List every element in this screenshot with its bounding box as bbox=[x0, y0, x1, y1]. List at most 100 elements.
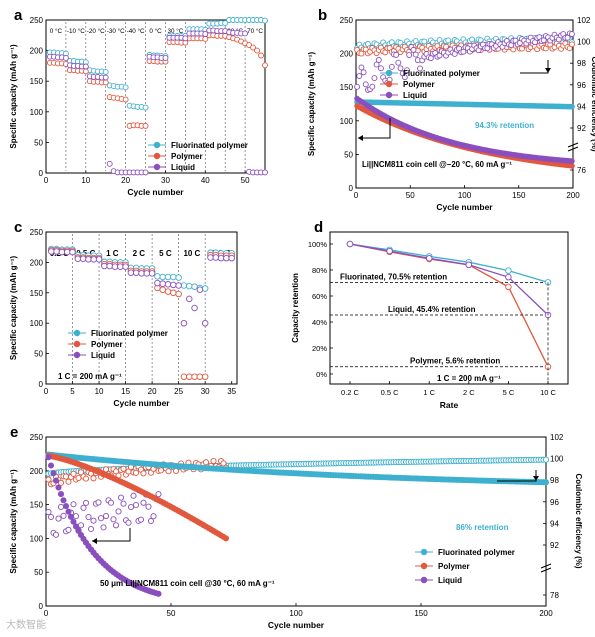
data-point-a bbox=[102, 79, 109, 86]
x-tick-label-b: 150 bbox=[512, 191, 526, 200]
ce-point-e bbox=[90, 475, 97, 482]
y2-axis-label-e: Coulombic efficiency (%) bbox=[574, 473, 583, 568]
legend-marker-e bbox=[420, 548, 428, 556]
arrow-left-e bbox=[92, 528, 131, 542]
data-point-c bbox=[58, 248, 66, 256]
ce-point-e bbox=[62, 473, 70, 480]
y-tick-label-e: 150 bbox=[30, 501, 44, 510]
y-tick-label-a: 100 bbox=[30, 108, 44, 117]
data-point-a bbox=[142, 122, 149, 129]
ce-point-b bbox=[406, 52, 413, 59]
data-point-c bbox=[90, 256, 97, 263]
data-point-a bbox=[102, 69, 109, 75]
ce-point-e bbox=[120, 465, 127, 472]
data-point-c bbox=[175, 274, 182, 281]
y-tick-label-d: 40% bbox=[312, 318, 327, 327]
ce-point-b bbox=[371, 75, 378, 82]
legend-marker-c bbox=[73, 340, 81, 348]
data-point-c bbox=[196, 373, 204, 380]
legend-marker-a bbox=[153, 141, 161, 149]
x-tick-label-d: 5 C bbox=[503, 388, 515, 397]
data-point-a bbox=[122, 84, 129, 91]
ce-point-b bbox=[354, 83, 361, 90]
data-point-c bbox=[159, 286, 166, 294]
data-point-c bbox=[191, 373, 198, 380]
data-point-c bbox=[69, 248, 76, 256]
y2-tick-label-b: 98 bbox=[577, 59, 586, 68]
ce-point-e bbox=[157, 467, 165, 474]
legend-label-e: Polymer bbox=[438, 562, 470, 571]
y-axis-label-c: Specific capacity (mAh g⁻¹) bbox=[9, 256, 18, 361]
data-point-c bbox=[207, 254, 214, 261]
data-point-c bbox=[95, 256, 103, 263]
series-line-d bbox=[349, 243, 549, 316]
ce-point-b bbox=[568, 31, 575, 38]
y2-tick-label-e: 78 bbox=[550, 591, 559, 600]
data-point-c bbox=[196, 286, 204, 294]
rate-label-c: 1 C bbox=[106, 249, 119, 258]
legend-marker-c bbox=[73, 351, 81, 359]
y-tick-label-b: 250 bbox=[340, 16, 354, 25]
ce-point-b bbox=[373, 61, 380, 68]
rate-annotation-c: 1 C = 200 mA g⁻¹ bbox=[58, 372, 122, 381]
data-point-a bbox=[142, 169, 149, 176]
ce-point-e bbox=[210, 457, 217, 465]
ce-point-b bbox=[393, 51, 400, 58]
y-axis-label-b: Specific capacity (mAh g⁻¹) bbox=[307, 52, 316, 157]
capacity-point-e bbox=[60, 497, 67, 504]
ce-point-e bbox=[137, 516, 145, 523]
x-tick-label-d: 0.5 C bbox=[381, 388, 400, 397]
data-point-a bbox=[222, 20, 229, 27]
axis-break-e bbox=[540, 567, 552, 573]
legend-marker-e bbox=[420, 576, 428, 584]
rate-label-c: 5 C bbox=[159, 249, 172, 258]
y-axis-label-e: Specific capacity (mAh g⁻¹) bbox=[9, 469, 18, 574]
data-point-d bbox=[505, 273, 512, 281]
x-tick-label-b: 200 bbox=[566, 191, 580, 200]
ce-point-e bbox=[107, 499, 115, 506]
rate-label-c: 2 C bbox=[133, 249, 146, 258]
data-point-a bbox=[62, 54, 69, 61]
legend-label-b: Liquid bbox=[403, 91, 427, 100]
retention-annotation-e: 86% retention bbox=[456, 523, 509, 532]
plot-frame-c bbox=[45, 231, 238, 385]
x-tick-label-e: 150 bbox=[414, 609, 428, 618]
y2-tick-label-e: 94 bbox=[550, 519, 559, 528]
y-axis-label-d: Capacity retention bbox=[291, 273, 300, 343]
ce-point-e bbox=[202, 459, 210, 466]
arrow-head-b bbox=[545, 68, 551, 73]
data-point-a bbox=[262, 62, 268, 69]
y-tick-label-d: 60% bbox=[312, 292, 327, 301]
data-point-c bbox=[185, 295, 193, 303]
ce-point-e bbox=[45, 476, 52, 483]
y-tick-label-d: 20% bbox=[312, 344, 327, 353]
y-tick-label-d: 80% bbox=[312, 266, 327, 275]
data-point-c bbox=[180, 373, 188, 380]
x-tick-label-a: 40 bbox=[201, 176, 210, 185]
ce-point-b bbox=[356, 73, 363, 79]
ce-point-e bbox=[82, 499, 90, 506]
y2-tick-label-e: 98 bbox=[550, 476, 559, 485]
plot-frame-a bbox=[45, 19, 266, 174]
data-point-d bbox=[505, 267, 512, 274]
capacity-point-e bbox=[72, 523, 80, 530]
y-tick-label-b: 100 bbox=[340, 117, 354, 126]
data-point-c bbox=[201, 319, 209, 327]
data-point-a bbox=[254, 47, 260, 54]
ce-point-b bbox=[417, 65, 423, 72]
data-point-c bbox=[154, 273, 161, 280]
ce-point-e bbox=[115, 508, 122, 515]
arrow-left-b bbox=[358, 118, 391, 139]
legend-marker-a bbox=[153, 152, 161, 160]
capacity-point-e bbox=[542, 479, 550, 486]
data-point-c bbox=[127, 269, 135, 276]
arrow-right-b bbox=[520, 60, 549, 74]
data-point-c bbox=[201, 373, 209, 380]
ce-point-e bbox=[132, 469, 140, 476]
ce-point-b bbox=[401, 74, 408, 81]
data-point-c bbox=[170, 281, 177, 289]
x-axis-label-e: Cycle number bbox=[268, 620, 325, 630]
ce-point-e bbox=[140, 470, 147, 477]
ce-point-b bbox=[395, 59, 402, 66]
